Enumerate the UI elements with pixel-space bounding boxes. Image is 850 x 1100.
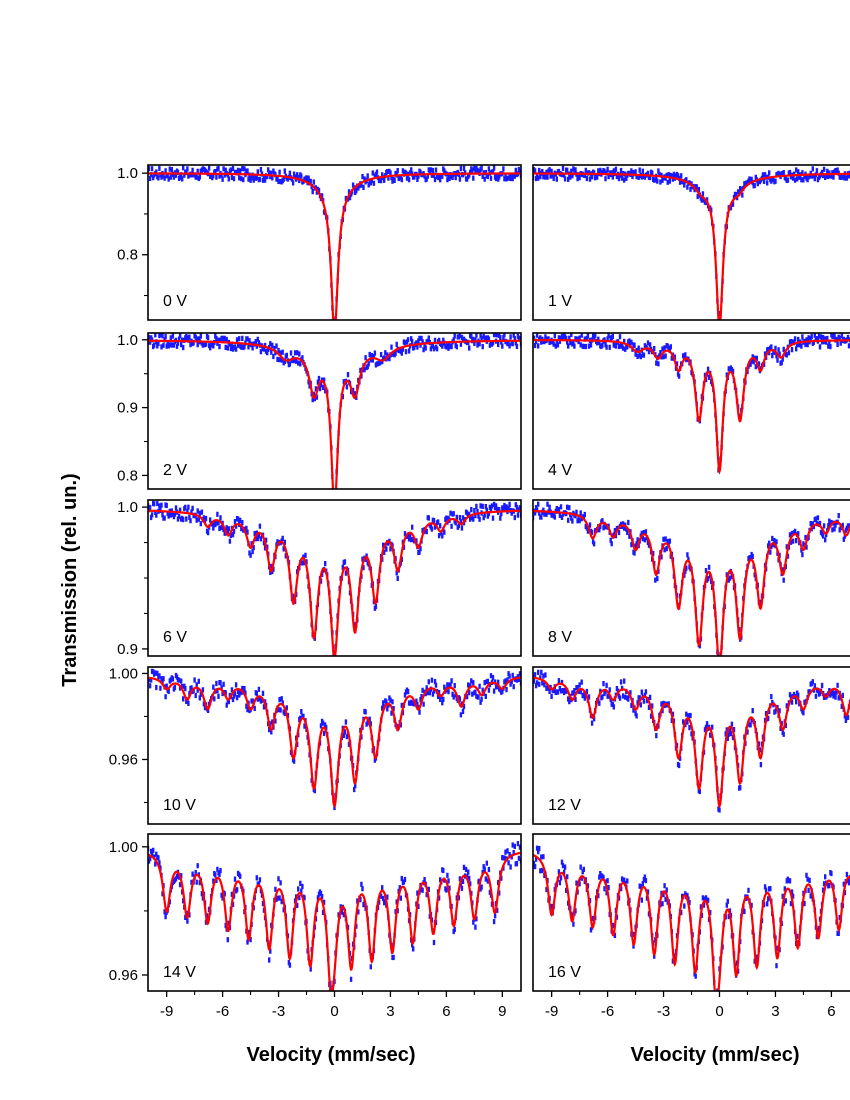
y-axis-title: Transmission (rel. un.) [59,473,81,686]
x-tick-label: 6 [827,1003,835,1020]
fit-line-0 [148,172,521,320]
panel-frame [147,164,522,321]
data-points-0 [148,165,521,320]
panel-frame [147,332,522,490]
voltage-label: 1 V [548,293,572,310]
panel-frame [532,164,850,321]
x-tick-label: -3 [272,1003,285,1020]
panel-16v: -9 -6 -3 0 3 6 16 V [532,833,850,1020]
x-tick-label: 3 [386,1003,394,1020]
y-tick-label: 0.96 [109,751,138,768]
fit-line-3 [533,338,850,475]
panel-0v: 1.0 0.8 0 V [117,164,522,321]
y-tick-label: 1.0 [117,165,138,182]
voltage-label: 16 V [548,964,581,981]
y-tick-label: 1.00 [109,665,138,682]
fit-line-6 [148,676,521,809]
data-points-4 [148,500,521,656]
x-tick-label: 6 [442,1003,450,1020]
x-tick-label: 0 [330,1003,338,1020]
y-tick-label: 0.9 [117,400,138,417]
panel-14v: 1.00 0.96 -9 -6 -3 0 3 6 9 14 V [109,833,522,1020]
fit-line-5 [533,509,850,656]
panel-10v: 1.00 0.96 10 V [109,665,522,825]
voltage-label: 10 V [163,797,196,814]
panel-grid: 1.0 0.8 0 V 1 V 1.0 0.9 0.8 2 V 4 V 1.0 0.9 6 V 8 V 1… [109,164,850,1020]
x-tick-label: 0 [715,1003,723,1020]
data-points-3 [533,333,850,473]
voltage-label: 12 V [548,797,581,814]
panel-6v: 1.0 0.9 6 V [117,499,522,658]
panel-frame [532,499,850,657]
x-tick-label: 9 [498,1003,506,1020]
voltage-label: 14 V [163,964,196,981]
y-tick-label: 0.8 [117,467,138,484]
voltage-label: 2 V [163,462,187,479]
panel-2v: 1.0 0.9 0.8 2 V [117,332,522,490]
voltage-label: 0 V [163,293,187,310]
panel-frame [532,666,850,825]
data-points-5 [533,501,850,656]
x-axis-title-left: Velocity (mm/sec) [247,1044,416,1066]
panel-1v: 1 V [532,164,850,321]
data-points-1 [533,165,850,317]
x-tick-label: -9 [160,1003,173,1020]
panel-12v: 12 V [532,666,850,825]
voltage-label: 6 V [163,629,187,646]
fit-line-1 [533,172,850,320]
x-tick-label: -6 [601,1003,614,1020]
fit-line-4 [148,509,521,656]
y-tick-label: 0.96 [109,967,138,984]
fit-line-9 [533,853,850,991]
y-tick-label: 0.8 [117,247,138,264]
panel-4v: 4 V [532,332,850,490]
panel-frame [147,666,522,825]
panel-frame [532,332,850,490]
panel-8v: 8 V [532,499,850,657]
data-points-2 [148,333,521,480]
x-axis-title-right: Velocity (mm/sec) [631,1044,800,1066]
fit-line-2 [148,339,521,489]
fit-line-8 [148,851,521,991]
voltage-label: 4 V [548,462,572,479]
y-tick-label: 1.00 [109,839,138,856]
x-tick-label: -9 [545,1003,558,1020]
y-tick-label: 1.0 [117,499,138,516]
data-points-6 [148,668,521,811]
x-tick-label: -3 [657,1003,670,1020]
voltage-label: 8 V [548,629,572,646]
y-tick-label: 1.0 [117,332,138,349]
fit-line-7 [533,676,850,809]
x-tick-label: -6 [216,1003,229,1020]
y-tick-label: 0.9 [117,641,138,658]
x-tick-label: 3 [771,1003,779,1020]
data-points-7 [533,669,850,813]
